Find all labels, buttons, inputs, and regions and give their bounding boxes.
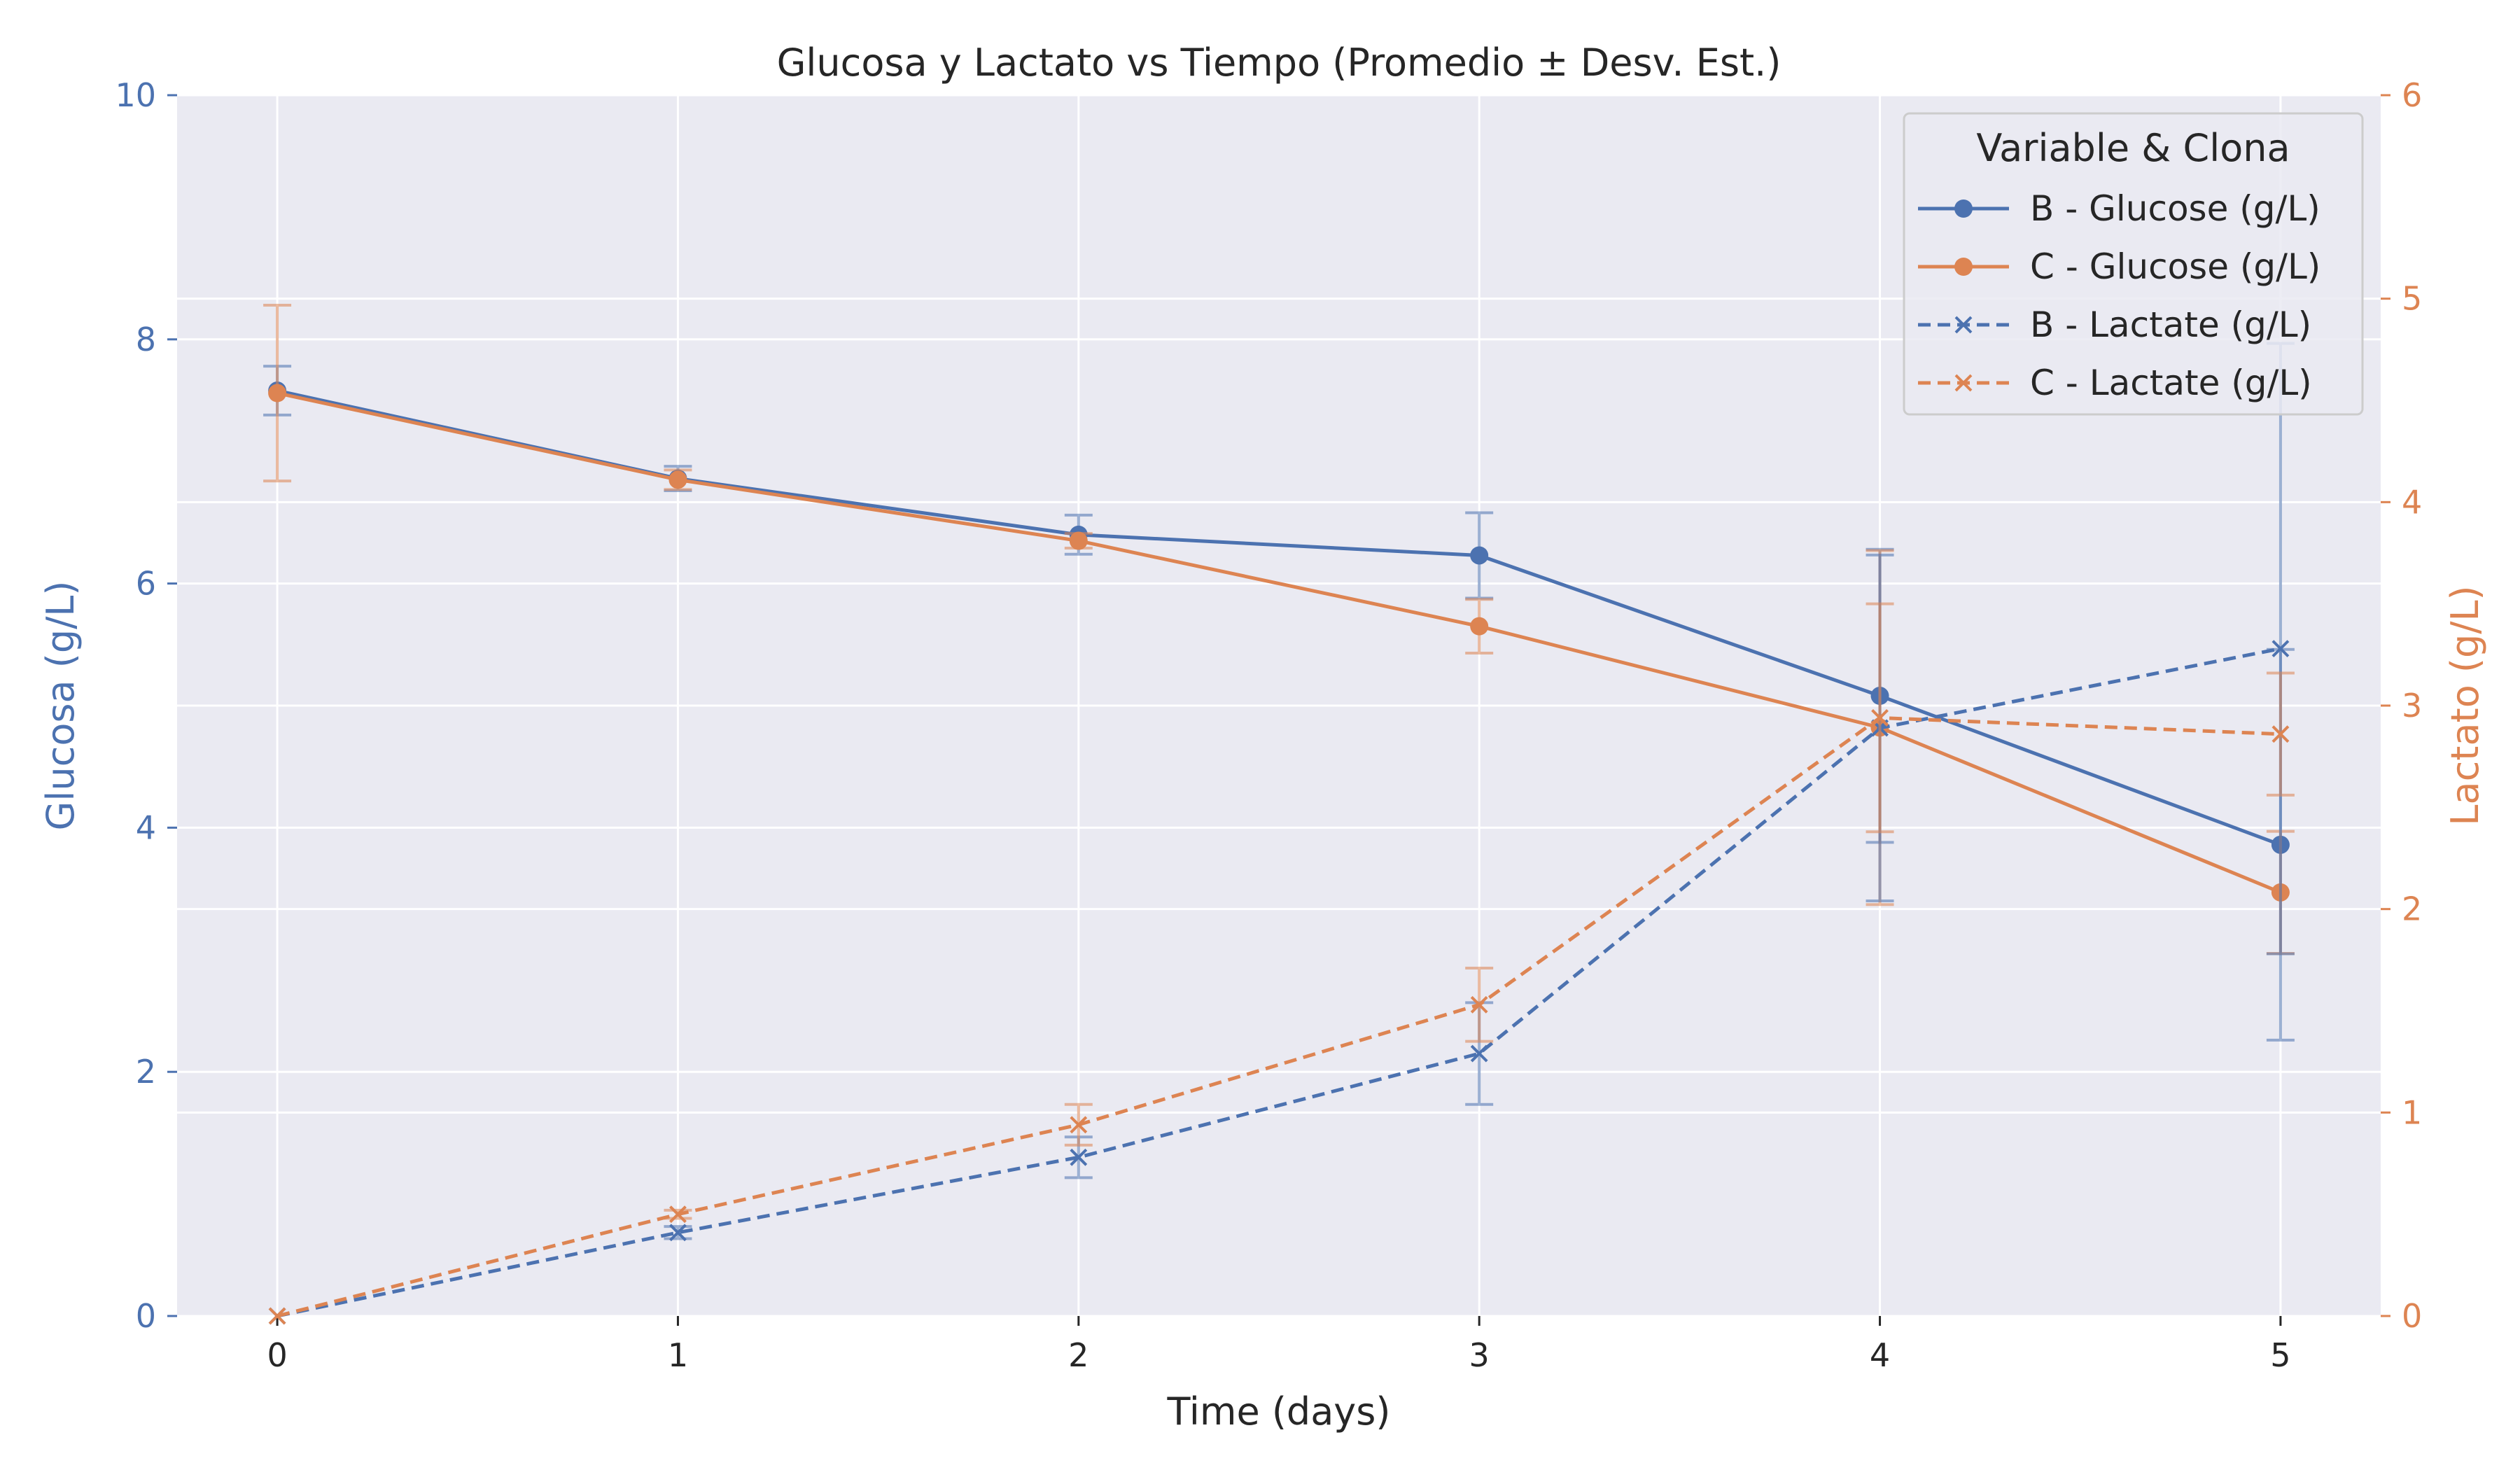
data-point: [1070, 1148, 1088, 1166]
x-tick-label: 3: [1469, 1336, 1490, 1374]
legend-box: [1903, 112, 2364, 416]
legend-label: B - Lactate (g/L): [2030, 304, 2311, 345]
series: [263, 303, 2295, 1325]
data-point-stroke: [2272, 725, 2290, 743]
data-point: [1470, 995, 1488, 1014]
data-point: [668, 470, 687, 489]
y-left-tick-label: 0: [136, 1297, 156, 1335]
y-left-tick-label: 2: [136, 1053, 156, 1091]
series-line: [276, 715, 2281, 1318]
data-point: [1470, 617, 1489, 636]
y-right-tick-label: 3: [2402, 687, 2422, 724]
y-left-tick-label: 6: [136, 565, 156, 603]
data-point: [268, 384, 287, 402]
data-point-stroke: [1470, 1044, 1488, 1063]
x-tick-label: 2: [1068, 1336, 1088, 1374]
y-right-tick-label: 5: [2402, 280, 2422, 318]
legend-entry: B - Glucose (g/L): [1918, 188, 2320, 229]
legend-label: C - Glucose (g/L): [2030, 246, 2320, 287]
data-point-stroke: [1070, 1116, 1088, 1134]
data-point-stroke: [2272, 640, 2290, 658]
data-point-stroke: [669, 1205, 687, 1224]
x-tick-label: 1: [668, 1336, 688, 1374]
data-point: [1871, 709, 1889, 727]
y-right-tick-label: 4: [2402, 483, 2422, 521]
data-point: [1070, 1116, 1088, 1134]
y-left-tick-label: 4: [136, 808, 156, 846]
legend-swatch-marker: [1954, 258, 1973, 276]
legend-entry: C - Lactate (g/L): [1918, 363, 2312, 403]
y-right-tick-label: 6: [2402, 76, 2422, 114]
data-point: [669, 1205, 687, 1224]
y-left-tick-label: 8: [136, 321, 156, 358]
data-point: [1470, 1044, 1488, 1063]
axis-ticks: 0 1 2 3 4 5 0 2 4 6 8 10 0 1 2 3 4 5 6: [115, 76, 2422, 1374]
data-point-stroke: [669, 1224, 687, 1242]
data-point: [2272, 725, 2290, 743]
y-axis-right-label: Lactato (g/L): [2443, 585, 2487, 825]
series-line: [276, 647, 2281, 1318]
x-axis-label: Time (days): [1167, 1390, 1391, 1434]
data-point-stroke: [1871, 709, 1889, 727]
x-tick-label: 4: [1870, 1336, 1890, 1374]
legend-entry: B - Lactate (g/L): [1918, 304, 2311, 345]
legend-swatch-marker: [1954, 316, 1973, 334]
series-3: [268, 602, 2295, 1325]
y-left-tick-label: 10: [115, 76, 156, 114]
series-line: [276, 391, 2281, 895]
y-axis-left-label: Glucosa (g/L): [38, 581, 83, 831]
y-right-tick-label: 0: [2402, 1297, 2422, 1335]
data-point: [268, 1307, 286, 1325]
legend-entry: C - Glucose (g/L): [1918, 246, 2320, 287]
data-point: [2272, 640, 2290, 658]
data-point: [1470, 546, 1489, 565]
data-point-stroke: [1070, 1148, 1088, 1166]
legend-label: B - Glucose (g/L): [2030, 188, 2320, 229]
chart-title: Glucosa y Lactato vs Tiempo (Promedio ± …: [777, 41, 1782, 85]
data-point-stroke: [1470, 995, 1488, 1014]
legend-swatch-marker: [1954, 200, 1973, 218]
x-tick-label: 0: [267, 1336, 287, 1374]
data-point-stroke: [268, 1307, 286, 1325]
legend-title: Variable & Clona: [1976, 126, 2290, 170]
x-tick-label: 5: [2270, 1336, 2290, 1374]
data-point: [669, 1224, 687, 1242]
data-point: [1069, 531, 1088, 550]
legend-swatch-marker: [1954, 374, 1973, 392]
legend: Variable & Clona B - Glucose (g/L) C - Gl…: [1903, 112, 2364, 416]
legend-label: C - Lactate (g/L): [2030, 363, 2312, 403]
y-right-tick-label: 1: [2402, 1093, 2422, 1131]
y-right-tick-label: 2: [2402, 890, 2422, 928]
